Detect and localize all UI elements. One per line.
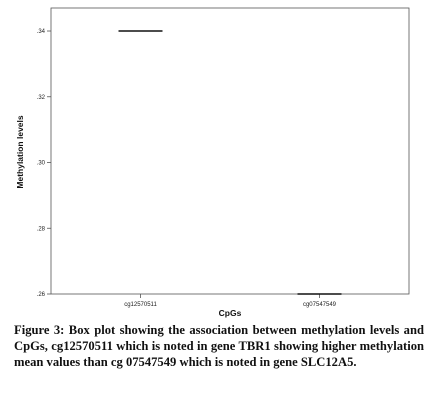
x-category-label: cg12570511	[124, 302, 157, 308]
y-axis-title: Methylation levels	[15, 115, 25, 188]
y-tick-label: .30	[37, 161, 46, 167]
y-tick-label: .26	[37, 292, 46, 298]
box-plot-chart: .26 .28 .30 .32 .34 cg12570511 cg07547549 Met…	[15, 7, 410, 318]
figure-caption: Figure 3: Box plot showing the associati…	[14, 323, 424, 369]
y-tick-label: .34	[37, 29, 46, 35]
x-category-label: cg07547549	[303, 302, 337, 308]
plot-frame	[50, 7, 410, 295]
y-tick-label: .28	[37, 226, 46, 232]
y-tick-label: .32	[37, 95, 46, 101]
x-axis-title: CpGs	[219, 308, 242, 318]
chart-svg: .26 .28 .30 .32 .34 cg12570511 cg07547549 Met…	[15, 7, 410, 318]
